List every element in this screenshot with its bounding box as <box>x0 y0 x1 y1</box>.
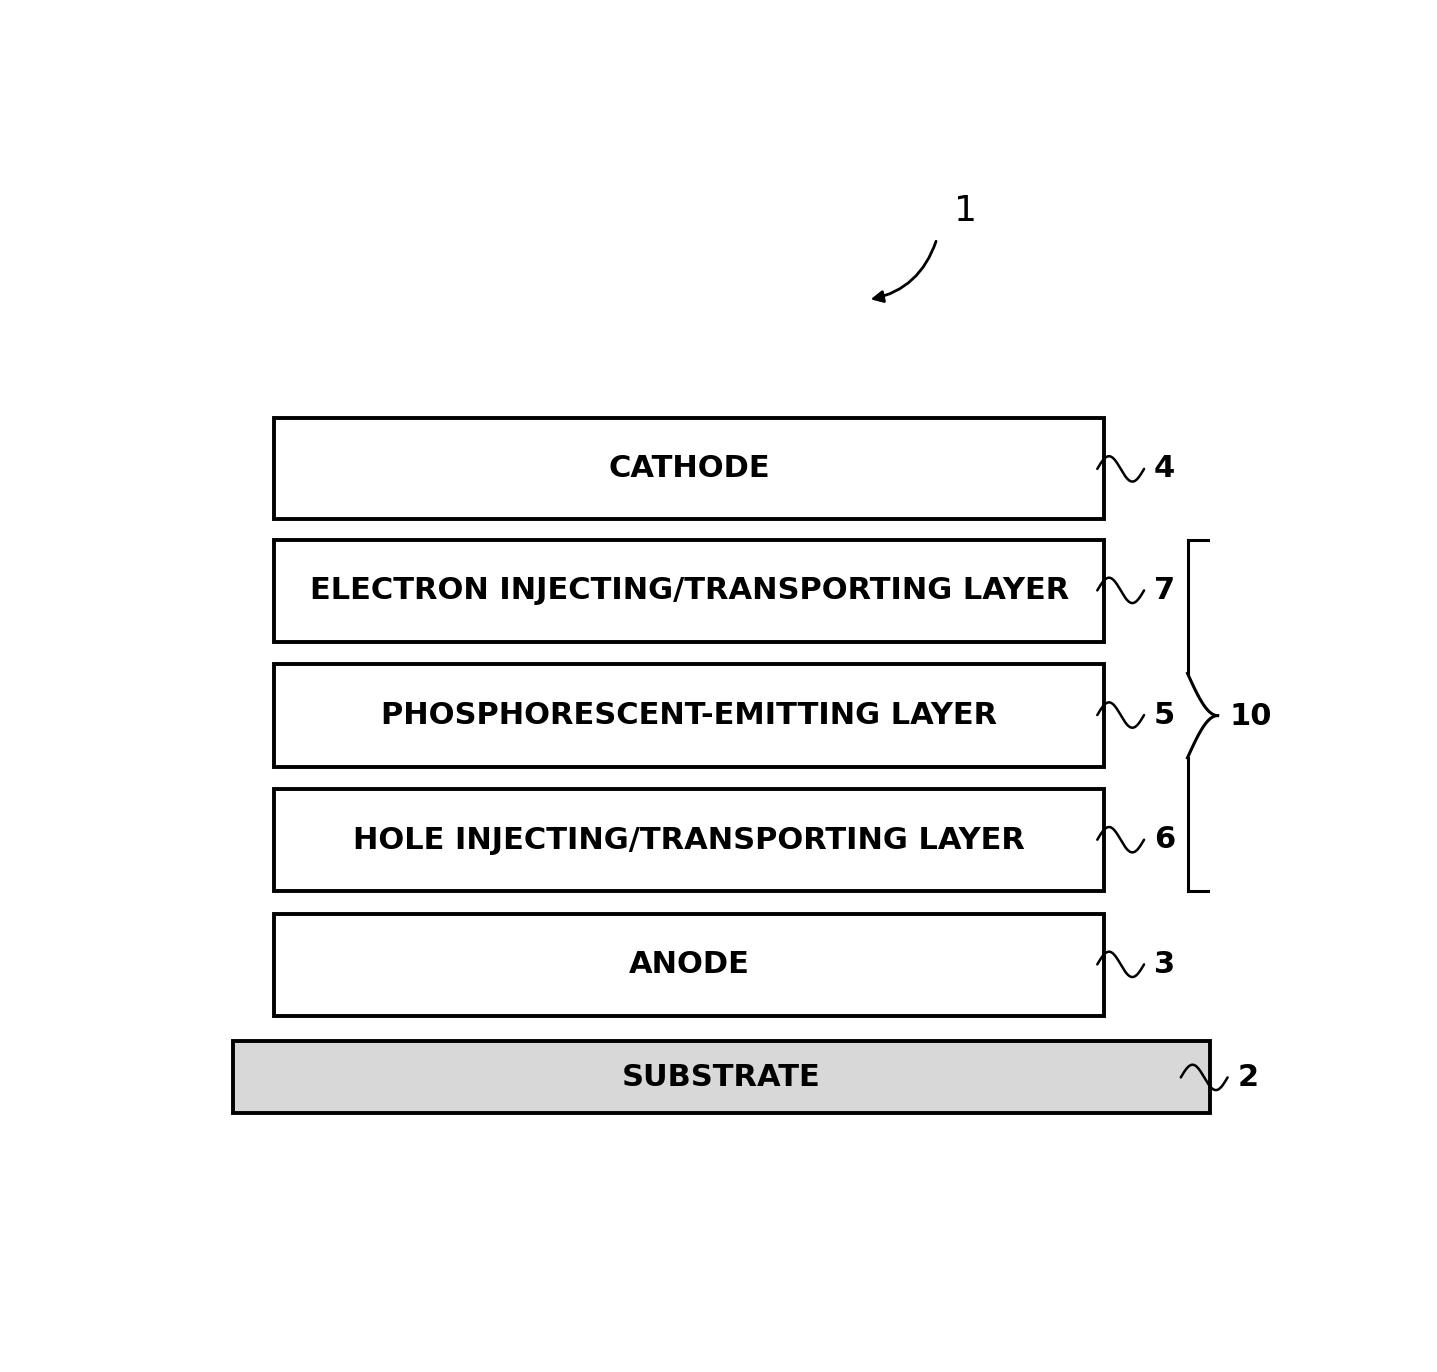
Text: 10: 10 <box>1230 701 1272 731</box>
Bar <box>274 789 1104 892</box>
Text: 6: 6 <box>1154 825 1175 855</box>
Bar <box>274 664 1104 767</box>
Text: ELECTRON INJECTING/TRANSPORTING LAYER: ELECTRON INJECTING/TRANSPORTING LAYER <box>309 576 1069 605</box>
Text: PHOSPHORESCENT-EMITTING LAYER: PHOSPHORESCENT-EMITTING LAYER <box>381 701 997 730</box>
Text: ANODE: ANODE <box>629 951 750 980</box>
Text: HOLE INJECTING/TRANSPORTING LAYER: HOLE INJECTING/TRANSPORTING LAYER <box>354 826 1025 855</box>
Bar <box>274 418 1104 519</box>
Bar <box>274 914 1104 1017</box>
Text: 3: 3 <box>1154 949 1175 978</box>
Bar <box>274 539 1104 642</box>
Text: 2: 2 <box>1237 1063 1259 1092</box>
Text: 4: 4 <box>1154 454 1175 483</box>
Text: CATHODE: CATHODE <box>608 454 770 483</box>
Text: 5: 5 <box>1154 701 1175 730</box>
Text: 7: 7 <box>1154 576 1175 605</box>
Text: 1: 1 <box>954 193 977 228</box>
Bar <box>233 1041 1210 1113</box>
Text: SUBSTRATE: SUBSTRATE <box>622 1063 821 1092</box>
